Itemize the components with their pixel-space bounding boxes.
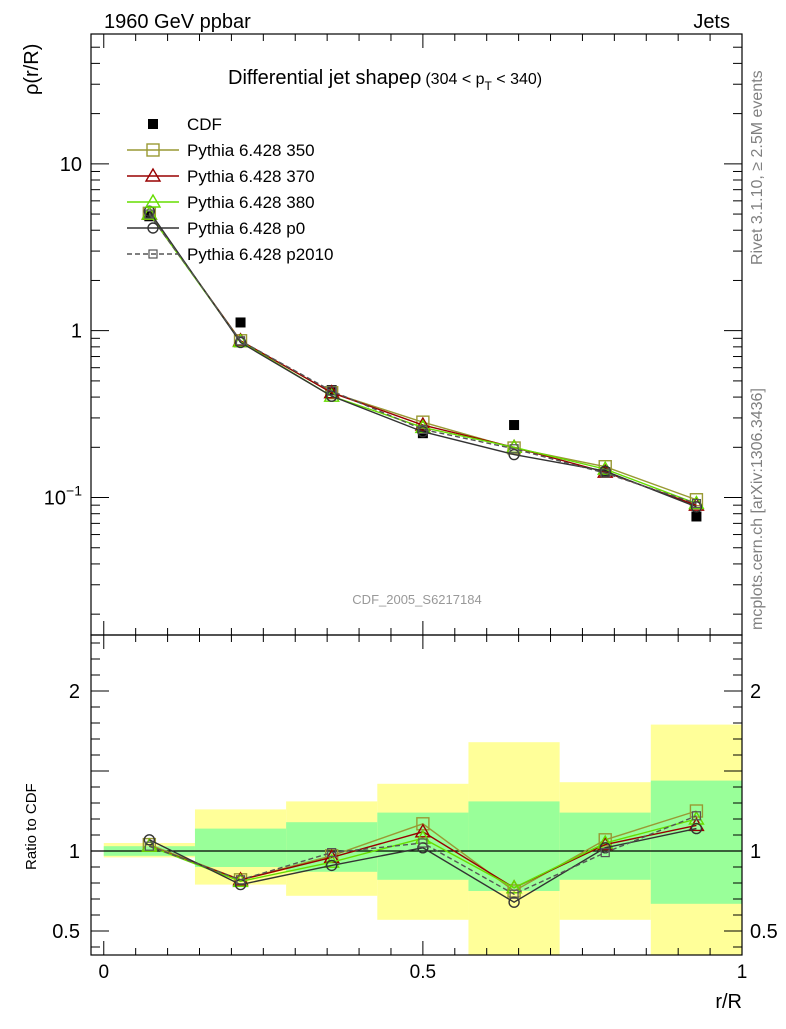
legend-label: Pythia 6.428 350 — [187, 141, 315, 160]
plot-title: Differential jet shapeρ (304 < pT < 340) — [228, 67, 542, 93]
legend-label: CDF — [187, 115, 222, 134]
main-series-point — [599, 465, 611, 477]
x-tick-label: 1 — [737, 962, 748, 983]
analysis-watermark: CDF_2005_S6217184 — [352, 592, 481, 607]
plot-series — [141, 205, 705, 908]
main-series-point — [327, 386, 337, 396]
legend-label: Pythia 6.428 p0 — [187, 219, 305, 238]
ratio-y-tick-label: 2 — [69, 681, 80, 703]
ratio-series-point — [144, 841, 154, 851]
ratio-series-point — [418, 838, 428, 848]
ratio-series-point — [598, 833, 612, 847]
main-series-line — [148, 210, 697, 508]
mcplots-reference-text: mcplots.cern.ch [arXiv:1306.3436] — [749, 388, 766, 630]
ratio-series-point — [325, 859, 338, 872]
main-series-point — [508, 448, 520, 461]
main-series-point — [414, 416, 432, 431]
legend-marker — [147, 222, 159, 234]
plot-title-range-end: < 340) — [492, 71, 542, 88]
ratio-series-point — [690, 822, 703, 835]
main-series-point — [417, 426, 429, 438]
plot-title-main: Differential jet shapeρ — [228, 67, 421, 89]
plot-title-range: (304 < p — [425, 71, 484, 88]
header-right: Jets — [693, 11, 730, 33]
main-series-point — [418, 424, 428, 435]
main-series-point — [600, 468, 610, 478]
ratio-y-tick-label-right: 1 — [750, 841, 761, 863]
legend-marker — [148, 249, 158, 259]
ratio-series-point — [143, 834, 156, 846]
header-left: 1960 GeV ppbar — [104, 11, 251, 33]
main-series-point — [689, 493, 704, 507]
main-series-line — [148, 213, 697, 505]
green-band-bin — [468, 801, 560, 891]
ratio-y-tick-label: 1 — [69, 841, 80, 863]
green-band-bin — [194, 828, 287, 867]
main-series-point — [143, 205, 156, 217]
ratio-series-point — [508, 896, 520, 908]
main-series-point — [690, 501, 703, 513]
ratio-y-tick-label-right: 0.5 — [750, 921, 778, 943]
green-band-bin — [650, 780, 742, 904]
y-tick-label-exponent: −1 — [66, 483, 82, 499]
main-series-point — [235, 317, 246, 328]
main-series-point — [235, 336, 246, 346]
ratio-y-tick-label-right: 2 — [750, 681, 761, 703]
ratio-x-axis-label: r/R — [715, 991, 742, 1013]
legend: CDF Pythia 6.428 350 Pythia 6.428 370 Pythi… — [127, 115, 334, 264]
main-series-point — [691, 511, 702, 522]
ratio-series-point — [235, 875, 246, 885]
main-y-axis-label: ρ(r/R) — [21, 44, 43, 95]
ratio-series-point — [327, 847, 337, 858]
plot-title-subscript: T — [485, 79, 493, 93]
ratio-series-point — [689, 804, 704, 818]
legend-marker — [144, 193, 162, 208]
ratio-y-axis-label: Ratio to CDF — [23, 783, 40, 870]
legend-label: Pythia 6.428 370 — [187, 167, 315, 186]
main-series-point — [234, 336, 247, 349]
x-tick-label: 0.5 — [410, 962, 436, 983]
ratio-series-point — [416, 817, 430, 831]
ratio-y-tick-label: 0.5 — [52, 921, 80, 943]
ratio-panel-frame — [90, 634, 743, 956]
y-tick-label: 10 — [60, 154, 82, 176]
legend-label: Pythia 6.428 380 — [187, 193, 315, 212]
legend-label: Pythia 6.428 p2010 — [187, 245, 334, 264]
legend-marker — [146, 143, 160, 157]
main-series-point — [509, 420, 520, 431]
main-series-point — [509, 444, 519, 454]
ratio-series-point — [691, 811, 702, 821]
legend-marker — [148, 119, 158, 129]
ratio-series-line — [149, 815, 697, 895]
y-tick-label: 1 — [71, 321, 82, 343]
rivet-version-text: Rivet 3.1.10, ≥ 2.5M events — [749, 70, 766, 265]
ratio-series-point — [509, 889, 519, 899]
main-series-point — [144, 209, 154, 219]
ratio-series-point — [414, 823, 432, 838]
ratio-series-point — [600, 847, 610, 858]
x-tick-label: 0 — [98, 962, 109, 983]
legend-marker — [144, 167, 162, 182]
y-tick-label-base: 10 — [44, 488, 66, 510]
y-tick-label: 10−1 — [44, 483, 82, 510]
ratio-series-point — [505, 879, 523, 894]
ratio-series-line — [149, 827, 697, 904]
main-series-point — [691, 498, 702, 509]
